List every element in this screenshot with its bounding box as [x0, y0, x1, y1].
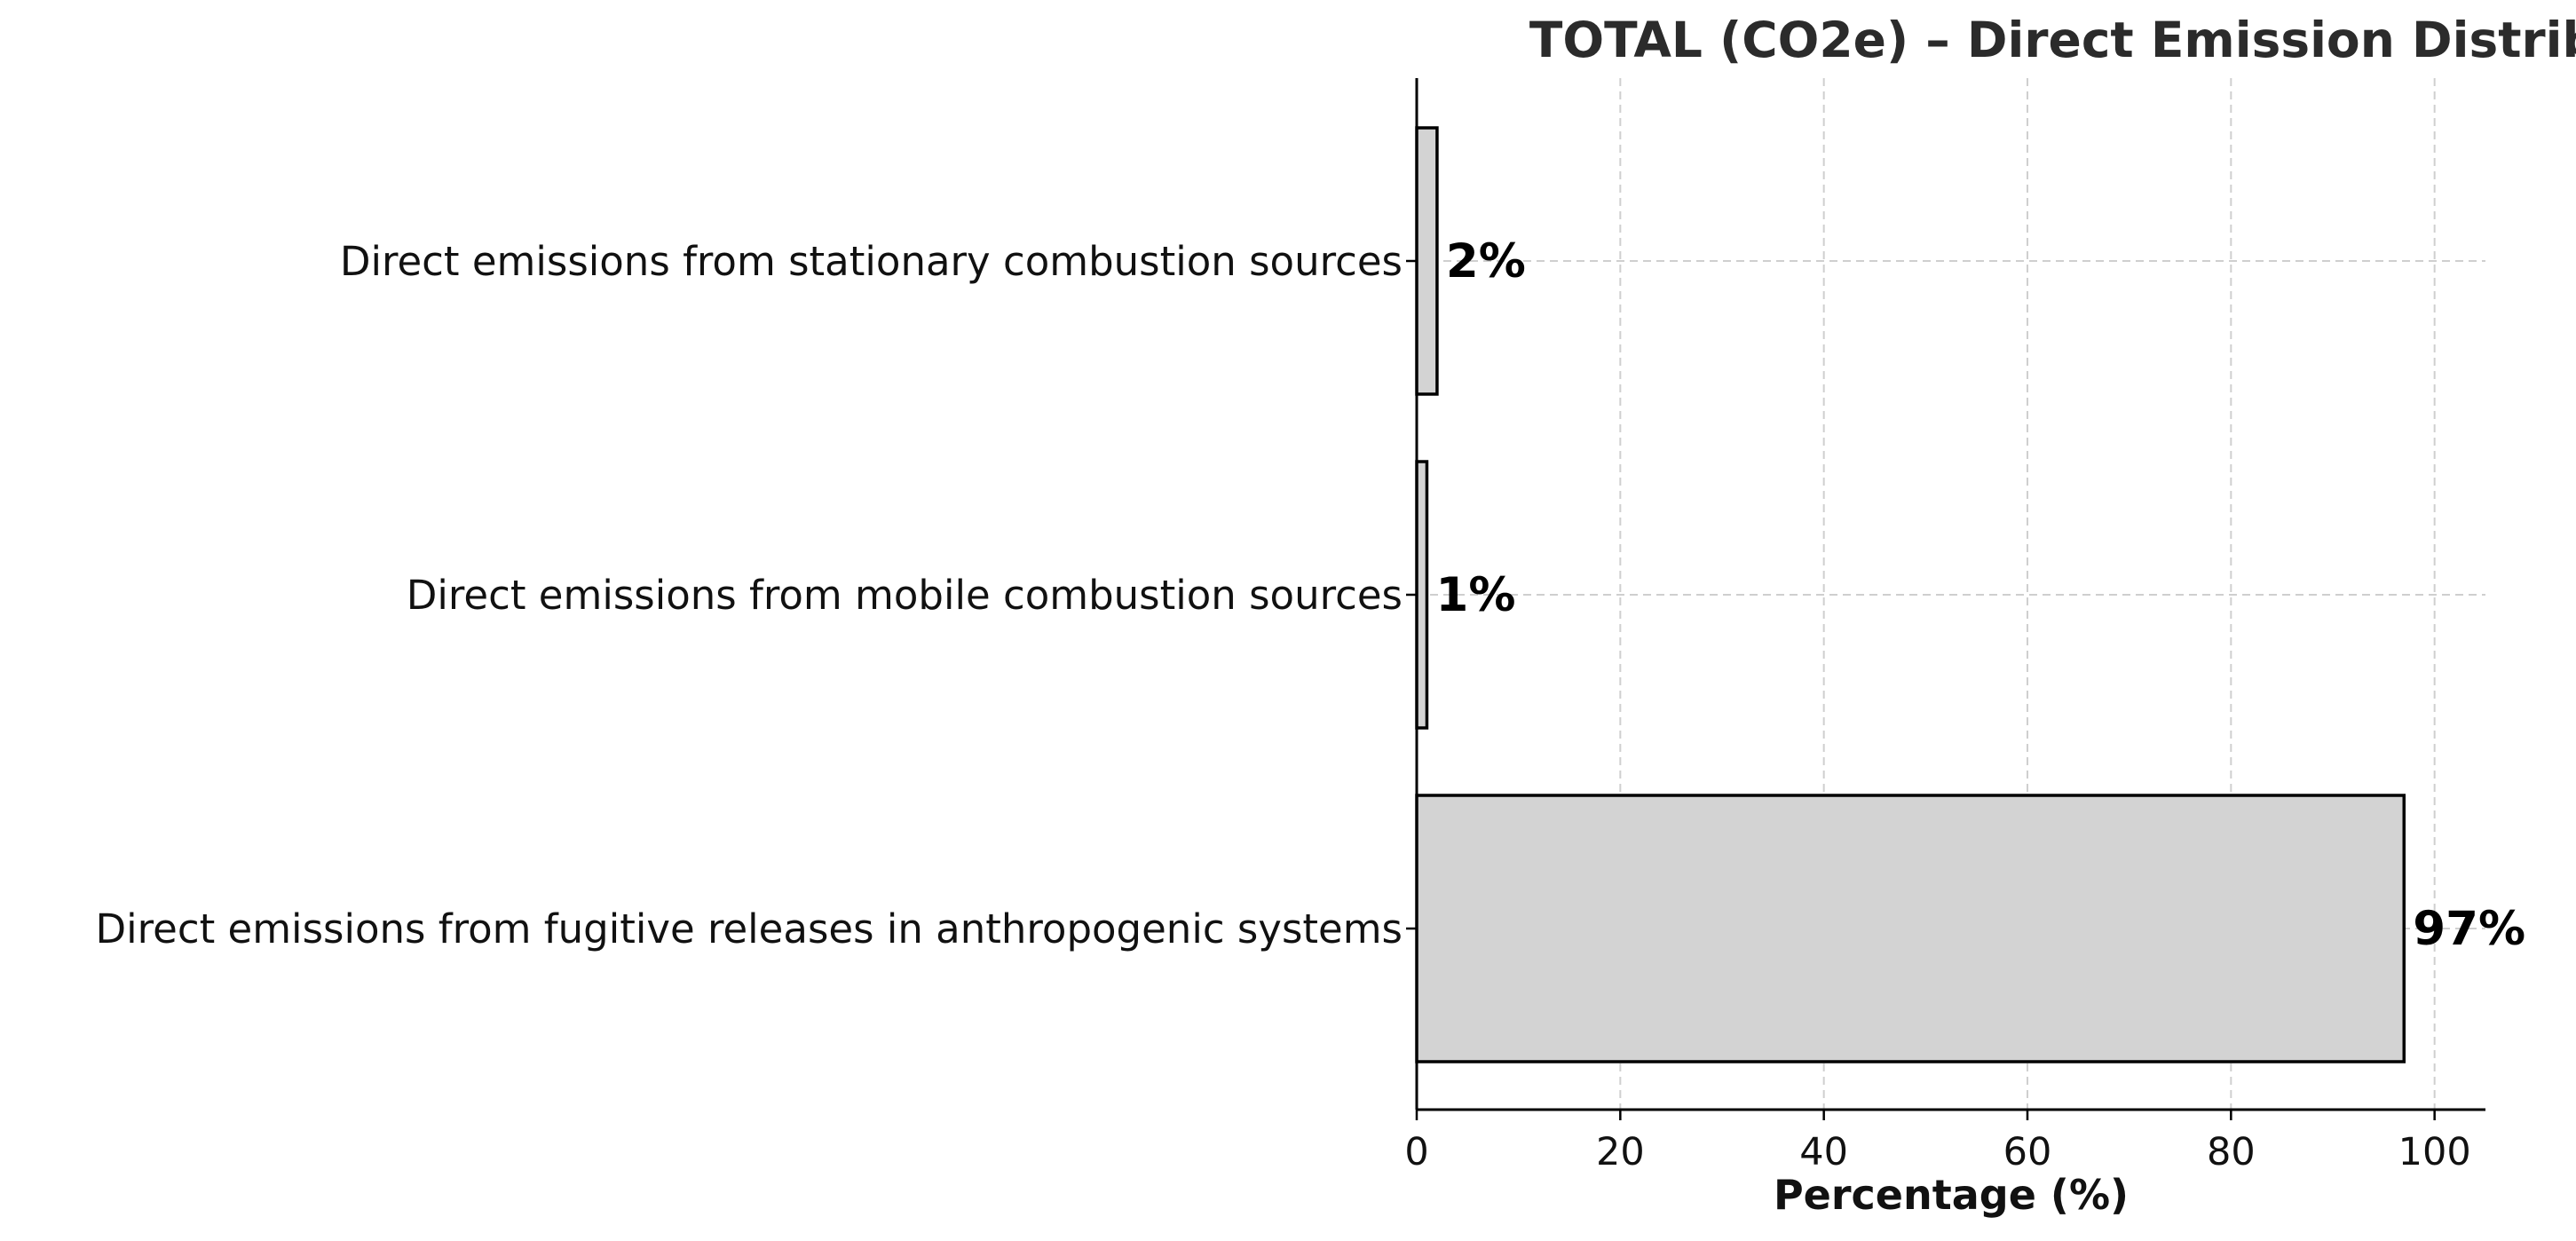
x-tick-label-60: 60	[2003, 1130, 2052, 1174]
x-axis-label: Percentage (%)	[1774, 1171, 2129, 1219]
value-label-0: 2%	[1446, 234, 1526, 289]
x-tick-label-20: 20	[1596, 1130, 1645, 1174]
bars	[1415, 126, 2406, 1063]
bar-1	[1415, 460, 1429, 730]
x-tick-label-100: 100	[2398, 1130, 2471, 1174]
category-label-0: Direct emissions from stationary combust…	[340, 238, 1403, 285]
x-tick-label-40: 40	[1799, 1130, 1848, 1174]
value-labels: 2% 1% 97%	[1435, 234, 2525, 956]
category-label-1: Direct emissions from mobile combustion …	[407, 572, 1403, 619]
bar-0	[1415, 126, 1439, 396]
x-ticks: 0 20 40 60 80 100	[1404, 1110, 2471, 1174]
category-label-2: Direct emissions from fugitive releases …	[96, 905, 1403, 952]
chart-title: TOTAL (CO2e) – Direct Emission Distribut…	[1529, 12, 2576, 68]
x-tick-label-80: 80	[2207, 1130, 2256, 1174]
x-tick-label-0: 0	[1404, 1130, 1428, 1174]
category-labels: Direct emissions from stationary combust…	[96, 238, 1417, 952]
value-label-1: 1%	[1435, 568, 1515, 622]
value-label-2: 97%	[2413, 902, 2525, 956]
bar-2	[1415, 794, 2406, 1063]
